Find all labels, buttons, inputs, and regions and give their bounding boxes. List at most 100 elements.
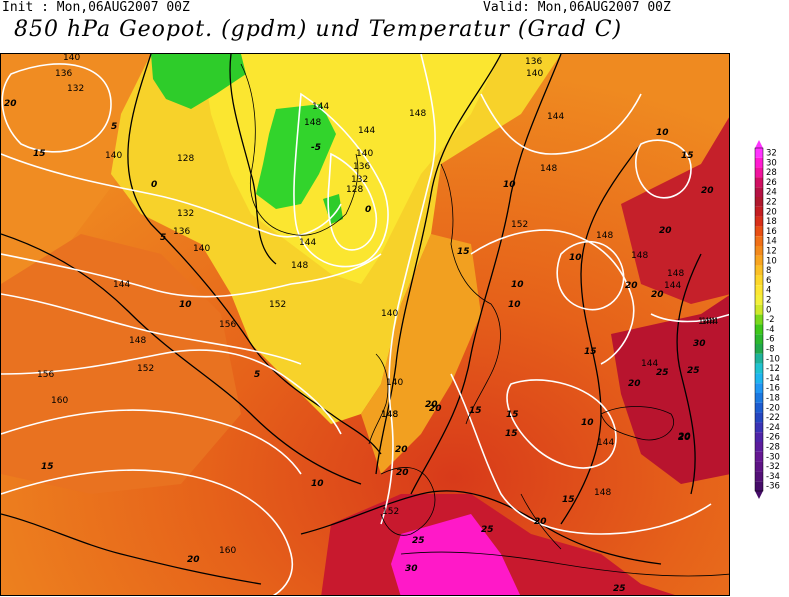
legend-label: 32 (766, 149, 777, 159)
legend-swatch (755, 255, 763, 266)
temperature-label: 20 (651, 290, 664, 300)
geopotential-label: 144 (547, 112, 564, 122)
geopotential-label: 140 (193, 244, 210, 254)
legend-swatch (755, 177, 763, 188)
temperature-label: 5 (254, 370, 260, 380)
geopotential-label: 128 (346, 185, 363, 195)
legend-swatch (755, 275, 763, 286)
isotherm (300, 490, 662, 565)
geopotential-label: 148 (291, 261, 308, 271)
temperature-label: 10 (508, 300, 521, 310)
temperature-label: 15 (33, 149, 46, 159)
geopotential-label: 148 (540, 164, 557, 174)
temperature-label: 20 (701, 186, 714, 196)
coastline-greenland (240, 63, 359, 236)
temp-region-west (1, 54, 161, 284)
geopotential-isoline (380, 54, 436, 525)
geopotential-isoline (1, 153, 342, 238)
temperature-label: 10 (581, 418, 594, 428)
legend-label: -36 (766, 482, 780, 492)
legend-swatch (755, 246, 763, 256)
legend-label: -6 (766, 335, 774, 345)
geopotential-isoline (480, 93, 642, 155)
legend-label: 0 (766, 305, 771, 315)
geopotential-label: 132 (177, 209, 194, 219)
legend-label: 30 (766, 158, 777, 168)
temperature-label: 15 (505, 429, 518, 439)
temperature-label: 20 (429, 404, 442, 414)
legend-swatch (755, 304, 763, 315)
temperature-label: 5 (160, 233, 166, 243)
temperature-label: 5 (111, 122, 117, 132)
legend-swatch (755, 383, 763, 393)
geopotential-isoline (1, 409, 302, 475)
temperature-label: 20 (625, 281, 638, 291)
geopotential-label: 140 (386, 378, 403, 388)
legend-label: 6 (766, 276, 771, 286)
temperature-label: 20 (425, 400, 438, 410)
temperature-label: 20 (628, 379, 641, 389)
temperature-label: 30 (405, 564, 418, 574)
legend-swatch (755, 432, 763, 442)
legend-label: -4 (766, 325, 774, 335)
legend-swatch (755, 206, 763, 217)
temperature-label: 25 (613, 584, 626, 594)
temperature-label: 15 (457, 247, 470, 257)
temperature-label: 25 (412, 536, 425, 546)
geopotential-label: 152 (269, 300, 286, 310)
temperature-label: 10 (569, 253, 582, 263)
geopotential-contours (1, 54, 729, 595)
geopotential-label: 144 (312, 102, 329, 112)
geopotential-label: 128 (177, 154, 194, 164)
temperature-label: 20 (678, 433, 691, 443)
temperature-label: 10 (511, 280, 524, 290)
geopotential-label: 144 (641, 359, 658, 369)
geopotential-label: 152 (511, 220, 528, 230)
legend-label: 12 (766, 247, 777, 257)
legend-swatch (755, 422, 763, 433)
legend-label: -30 (766, 452, 780, 462)
temperature-label: 0 (151, 180, 157, 190)
geopotential-label: 144 (113, 280, 130, 290)
greenland-cold-core-nw (151, 54, 246, 109)
temperature-label: 15 (469, 406, 482, 416)
legend-swatch (755, 442, 763, 452)
legend-label: -14 (766, 374, 780, 384)
geopotential-label: 144 (597, 438, 614, 448)
geopotential-label: 148 (381, 410, 398, 420)
legend-label: -26 (766, 433, 780, 443)
legend-label: -24 (766, 423, 780, 433)
geopotential-label: 140 (356, 149, 373, 159)
temperature-label: 15 (584, 347, 597, 357)
legend-label: -12 (766, 364, 780, 374)
legend-label: 28 (766, 168, 777, 178)
geopotential-isoline (327, 152, 378, 251)
weather-map: 140 136 132 128 140 132 136 140 144 148 … (0, 53, 730, 596)
legend-label: 2 (766, 296, 771, 306)
temp-region-atlantic (1, 234, 241, 494)
legend-swatch (755, 402, 763, 413)
temp-region-hottest (391, 514, 521, 595)
legend-label: -32 (766, 462, 780, 472)
legend-label: -8 (766, 345, 774, 355)
isotherm (676, 253, 702, 495)
geopotential-isoline (1, 349, 342, 435)
temperature-label: 15 (562, 495, 575, 505)
geopotential-label: 152 (382, 507, 399, 517)
coastline-africa (400, 551, 729, 577)
temperature-label: 20 (396, 468, 409, 478)
temperature-label: 20 (678, 432, 691, 442)
coastline-iberia (380, 467, 436, 536)
legend-label: 8 (766, 266, 771, 276)
temp-region-hot-ne (621, 117, 729, 304)
geopotential-label: 148 (594, 488, 611, 498)
legend-swatch (755, 265, 763, 276)
legend-arrow-top (755, 140, 763, 148)
legend-label: -2 (766, 315, 774, 325)
coastline-british-isles (368, 353, 389, 445)
legend-label: -22 (766, 413, 780, 423)
geopotential-label: 148 (667, 269, 684, 279)
legend-swatch (755, 216, 763, 227)
legend-swatch (755, 148, 763, 158)
legend-swatch (755, 167, 763, 178)
